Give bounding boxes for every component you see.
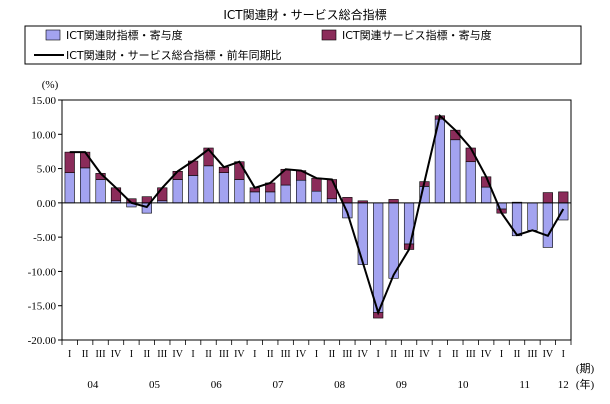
x-tick-label: II bbox=[514, 349, 521, 360]
bar-services bbox=[80, 151, 91, 169]
x-tick-label: I bbox=[377, 349, 380, 360]
x-tick-label: III bbox=[157, 349, 167, 360]
x-tick-label: II bbox=[82, 349, 89, 360]
y-tick-label: -15.00 bbox=[28, 301, 57, 313]
x-tick-label: III bbox=[527, 349, 537, 360]
bar-goods bbox=[558, 202, 569, 221]
x-tick-label: III bbox=[404, 349, 414, 360]
bar-services bbox=[157, 187, 168, 202]
bar-services bbox=[342, 197, 353, 204]
bar-services bbox=[558, 191, 569, 204]
y-tick-label: -5.00 bbox=[33, 232, 56, 244]
bar-goods bbox=[218, 172, 230, 204]
x-tick-label: III bbox=[96, 349, 106, 360]
x-tick-label: III bbox=[281, 349, 291, 360]
x-tick-label: I bbox=[191, 349, 194, 360]
x-year-label: 05 bbox=[149, 379, 161, 391]
y-tick-label: 15.00 bbox=[31, 95, 56, 107]
x-tick-label: IV bbox=[543, 349, 554, 360]
legend-swatch-services bbox=[321, 29, 337, 41]
x-year-label: 07 bbox=[272, 379, 284, 391]
bar-goods bbox=[95, 179, 106, 204]
bar-goods bbox=[295, 179, 307, 204]
bar-goods bbox=[234, 179, 245, 204]
y-tick-label: -20.00 bbox=[28, 335, 57, 347]
x-tick-label: III bbox=[342, 349, 352, 360]
bar-services bbox=[64, 151, 75, 173]
bar-goods bbox=[265, 191, 276, 204]
x-year-label: 04 bbox=[87, 379, 99, 391]
legend-swatch-goods bbox=[45, 29, 61, 41]
bar-goods bbox=[280, 184, 291, 204]
line-total bbox=[69, 113, 565, 316]
legend-label-total: ICT関連財・サービス総合指標・前年同期比 bbox=[66, 48, 282, 62]
x-tick-label: II bbox=[143, 349, 150, 360]
bar-services bbox=[234, 161, 245, 180]
x-tick-label: I bbox=[253, 349, 256, 360]
x-year-label: 12 bbox=[558, 379, 569, 391]
bar-goods bbox=[172, 179, 183, 204]
x-tick-label: I bbox=[500, 349, 503, 360]
bar-goods bbox=[481, 186, 492, 204]
x-tick-label: I bbox=[438, 349, 441, 360]
x-tick-label: II bbox=[205, 349, 212, 360]
bar-goods bbox=[542, 202, 553, 248]
y-tick-label: 10.00 bbox=[31, 129, 56, 141]
x-tick-label: IV bbox=[419, 349, 430, 360]
bar-services bbox=[203, 147, 214, 167]
bar-goods bbox=[465, 161, 476, 204]
x-tick-label: II bbox=[267, 349, 274, 360]
x-year-label: 08 bbox=[334, 379, 346, 391]
x-year-label: 09 bbox=[396, 379, 408, 391]
bar-goods bbox=[64, 172, 75, 204]
plot-area: 15.00 10.00 5.00 0.00 -5.00 -10.00 -15.00 -20.0… bbox=[28, 95, 572, 391]
x-tick-label: IV bbox=[481, 349, 492, 360]
bar-goods bbox=[80, 167, 91, 204]
x-tick-label: II bbox=[452, 349, 459, 360]
bar-goods bbox=[388, 202, 399, 279]
bar-goods bbox=[188, 175, 199, 204]
x-tick-label: I bbox=[130, 349, 133, 360]
x-year-label: 11 bbox=[519, 379, 530, 391]
x-tick-label: I bbox=[68, 349, 71, 360]
x-axis-year-unit: (年) bbox=[576, 377, 595, 391]
bar-goods bbox=[249, 191, 260, 204]
bar-services bbox=[388, 199, 399, 204]
bar-goods bbox=[527, 202, 538, 231]
y-tick-label: 0.00 bbox=[37, 198, 57, 210]
legend-box bbox=[24, 25, 582, 65]
bar-services bbox=[311, 177, 322, 192]
x-tick-label: II bbox=[329, 349, 336, 360]
chart-title: ICT関連財・サービス総合指標 bbox=[223, 7, 386, 22]
legend-label-goods: ICT関連財指標・寄与度 bbox=[66, 28, 183, 42]
x-tick-label: IV bbox=[111, 349, 122, 360]
x-year-label: 10 bbox=[458, 379, 470, 391]
y-tick-label: -10.00 bbox=[28, 266, 57, 278]
x-tick-label: IV bbox=[296, 349, 307, 360]
plot-frame bbox=[61, 99, 572, 341]
x-tick-label: I bbox=[315, 349, 318, 360]
y-tick-label: 5.00 bbox=[37, 164, 57, 176]
y-axis-unit: (%) bbox=[42, 79, 59, 91]
legend-label-services: ICT関連サービス指標・寄与度 bbox=[342, 28, 492, 42]
bar-goods bbox=[450, 139, 461, 204]
x-year-label: 06 bbox=[211, 379, 223, 391]
bar-goods bbox=[203, 165, 214, 204]
x-tick-label: IV bbox=[234, 349, 245, 360]
x-tick-label: IV bbox=[357, 349, 368, 360]
bar-goods bbox=[326, 198, 338, 204]
x-tick-label: I bbox=[562, 349, 565, 360]
bar-goods bbox=[357, 202, 368, 265]
bar-services bbox=[542, 192, 553, 204]
x-tick-label: II bbox=[390, 349, 397, 360]
bar-goods bbox=[373, 202, 384, 313]
x-tick-label: III bbox=[466, 349, 476, 360]
bar-goods bbox=[311, 190, 322, 204]
x-tick-label: IV bbox=[172, 349, 183, 360]
bar-services bbox=[326, 179, 338, 200]
x-tick-label: III bbox=[219, 349, 229, 360]
x-axis-period-unit: (期) bbox=[576, 362, 595, 375]
